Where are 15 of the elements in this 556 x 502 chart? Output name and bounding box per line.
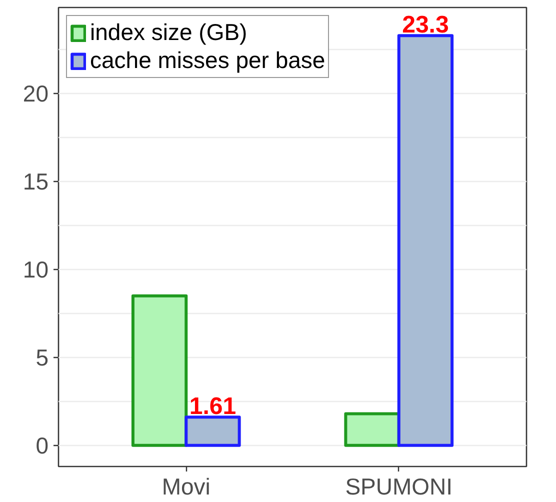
bar <box>397 34 454 447</box>
data-label: 1.61 <box>189 393 236 420</box>
y-tick-label: 10 <box>22 256 49 283</box>
bar <box>344 412 400 447</box>
y-tick-label: 0 <box>36 432 49 458</box>
y-tick-label: 20 <box>22 80 49 107</box>
bar <box>184 416 241 447</box>
y-tick-label: 15 <box>22 168 49 195</box>
bar <box>131 294 188 447</box>
data-label: 23.3 <box>402 12 449 39</box>
y-tick-label: 5 <box>36 344 49 370</box>
legend-label: cache misses per base <box>90 47 326 74</box>
x-tick-label: SPUMONI <box>345 474 453 500</box>
x-tick-label: Movi <box>162 474 210 500</box>
legend-label: index size (GB) <box>90 19 248 46</box>
